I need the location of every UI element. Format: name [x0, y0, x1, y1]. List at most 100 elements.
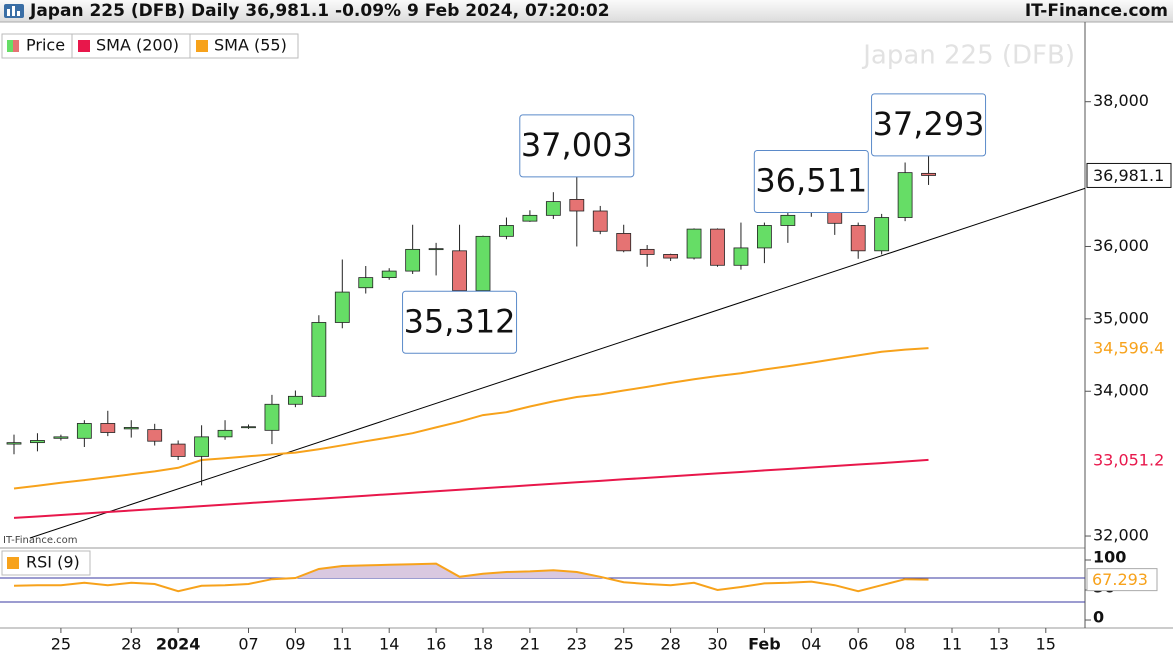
y-tick-label: 0: [1093, 608, 1104, 627]
annotation-box: [519, 114, 635, 178]
rsi-legend: RSI (9): [1, 550, 91, 576]
candle-body: [545, 201, 561, 216]
candle-body: [686, 228, 702, 259]
candle-body: [358, 277, 374, 289]
candle-body: [499, 225, 514, 237]
candle-body: [123, 427, 139, 430]
candle-body: [874, 217, 890, 252]
y-tick-label: 32,000: [1093, 526, 1149, 545]
x-tick-label: Feb: [748, 635, 781, 654]
legend-label: SMA (55): [214, 36, 287, 55]
x-tick-label: 04: [801, 635, 821, 654]
legend-label: Price: [26, 36, 65, 55]
plot-area: [6, 152, 1085, 539]
rsi-last-box: [1086, 568, 1158, 592]
x-tick-label: 28: [660, 635, 680, 654]
y-tick-label: 35,000: [1093, 308, 1149, 327]
candle-body: [921, 172, 936, 176]
annotation: 37,003: [521, 126, 633, 164]
candle-body: [147, 429, 163, 442]
x-tick-label: 14: [379, 635, 399, 654]
rsi-fill: [295, 563, 606, 579]
x-tick-label: 07: [238, 635, 258, 654]
candle-body: [663, 254, 678, 259]
candle-body: [311, 322, 327, 397]
last-price-box: [1086, 162, 1172, 188]
candle-body: [405, 248, 421, 272]
x-tick-label: 08: [895, 635, 915, 654]
y-tick-label: 100: [1093, 548, 1126, 567]
y-tick-label: 38,000: [1093, 91, 1149, 110]
candle-body: [6, 442, 22, 445]
candle-body: [381, 270, 397, 279]
candle-body: [850, 225, 866, 252]
annotation: 36,511: [755, 161, 867, 199]
candle-body: [522, 214, 538, 222]
candle-body: [194, 436, 210, 457]
x-tick-label: 25: [51, 635, 71, 654]
candle-body: [639, 248, 655, 255]
legend-swatch: [78, 40, 90, 52]
x-tick-label: 11: [942, 635, 962, 654]
candle-body: [452, 250, 467, 292]
x-tick-label: 30: [707, 635, 727, 654]
last-value-label: 34,596.4: [1093, 339, 1164, 358]
last-price-label: 36,981.1: [1093, 166, 1164, 185]
x-tick-label: 28: [121, 635, 141, 654]
x-tick-label: 09: [285, 635, 305, 654]
annotation-box: [753, 149, 869, 213]
last-value-label: 33,051.2: [1093, 450, 1164, 469]
candle-body: [475, 235, 491, 292]
candle-body: [710, 228, 725, 266]
legend: Price SMA (200) SMA (55): [1, 33, 299, 59]
rsi-last-label: 67.293: [1092, 570, 1148, 589]
candle-body: [100, 423, 116, 433]
x-tick-label: 23: [567, 635, 587, 654]
candle-body: [170, 443, 186, 457]
candle-body: [76, 423, 92, 439]
chart-title: Japan 225 (DFB) Daily 36,981.1 -0.09% 9 …: [29, 1, 610, 21]
y-tick-label: 34,000: [1093, 381, 1149, 400]
candle-body: [592, 210, 608, 232]
candle-body: [334, 291, 350, 323]
legend-swatch: [7, 557, 19, 569]
candle-body: [53, 436, 69, 439]
candle-body: [616, 233, 632, 252]
x-tick-label: 18: [473, 635, 493, 654]
legend-label: SMA (200): [96, 36, 179, 55]
legend-label: RSI (9): [26, 553, 80, 572]
x-tick-label: 16: [426, 635, 446, 654]
y-tick-label: 36,000: [1093, 236, 1149, 255]
x-tick-label: 06: [848, 635, 868, 654]
legend-swatch: [13, 40, 19, 52]
last-value-bg: [1087, 448, 1171, 471]
x-tick-label: 13: [989, 635, 1009, 654]
annotation: 35,312: [404, 302, 516, 340]
source-small: IT-Finance.com: [3, 535, 78, 546]
candle-body: [757, 225, 772, 249]
legend-box: [71, 33, 191, 59]
logo: [4, 4, 24, 18]
header-bar: [0, 0, 1173, 22]
annotation-box: [871, 93, 987, 157]
trendline: [29, 187, 1085, 539]
sma-line: [13, 458, 929, 519]
annotation-box: [402, 290, 518, 354]
candle-body: [241, 426, 256, 429]
last-value-bg: [1087, 337, 1171, 360]
candle-body: [780, 214, 796, 226]
candle-body: [264, 403, 280, 431]
x-tick-label: 21: [520, 635, 540, 654]
candle-body: [30, 440, 45, 444]
annotation: 37,293: [873, 105, 985, 143]
x-tick-label: 2024: [156, 635, 201, 654]
candle-body: [287, 395, 303, 405]
watermark: Japan 225 (DFB): [861, 41, 1075, 71]
legend-swatch: [7, 40, 13, 52]
candle-body: [897, 172, 913, 218]
candle-body: [428, 248, 444, 251]
x-tick-label: 11: [332, 635, 352, 654]
candle-body: [217, 429, 233, 438]
x-tick-label: 15: [1036, 635, 1056, 654]
source: IT-Finance.com: [1025, 1, 1168, 21]
